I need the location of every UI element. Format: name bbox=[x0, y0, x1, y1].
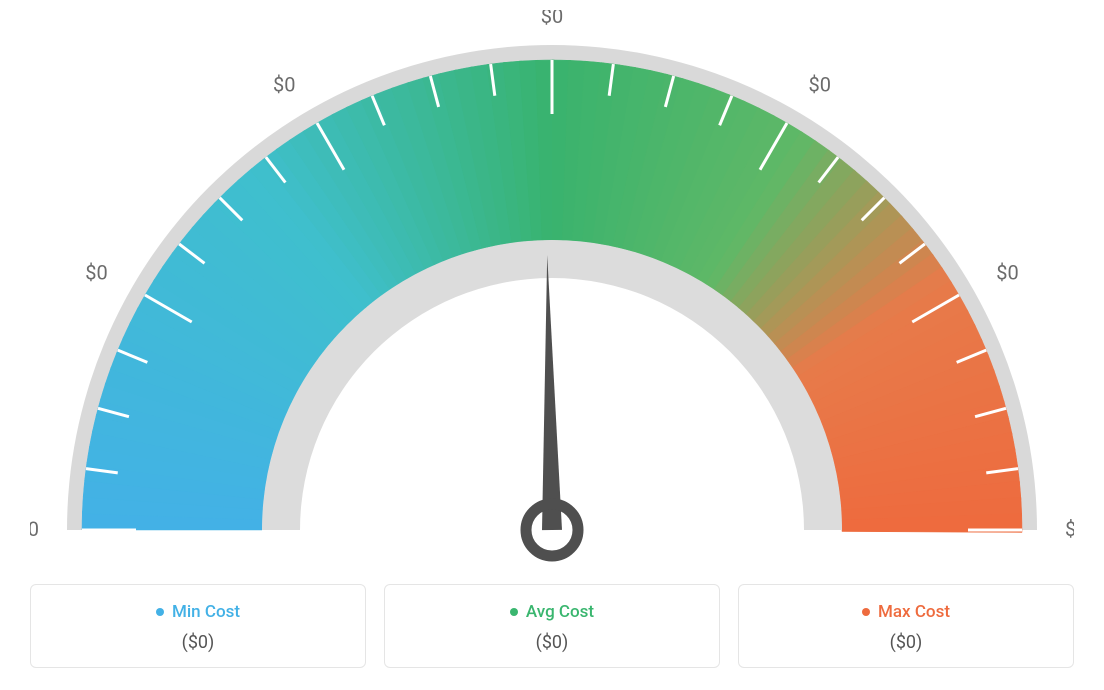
legend-title-avg: Avg Cost bbox=[510, 602, 594, 622]
gauge-dial-label: $0 bbox=[541, 10, 563, 28]
legend-card-max: Max Cost ($0) bbox=[738, 584, 1074, 668]
gauge-cost-widget: $0 $0 $0 $0 $0 $0 $0 Min Cost ($0) Avg Cost ($… bbox=[0, 0, 1104, 690]
gauge-needle bbox=[542, 255, 562, 530]
gauge-svg: $0 $0 $0 $0 $0 $0 $0 bbox=[30, 10, 1074, 570]
legend-value-avg: ($0) bbox=[397, 632, 707, 653]
legend-title-min: Min Cost bbox=[156, 602, 240, 622]
gauge-dial-label: $0 bbox=[809, 73, 831, 97]
legend-value-min: ($0) bbox=[43, 632, 353, 653]
legend-dot-avg bbox=[510, 608, 518, 616]
legend-card-min: Min Cost ($0) bbox=[30, 584, 366, 668]
legend-label-max: Max Cost bbox=[878, 602, 950, 622]
legend-dot-max bbox=[862, 608, 870, 616]
legend-label-min: Min Cost bbox=[172, 602, 240, 622]
gauge-dial-label: $0 bbox=[1065, 517, 1074, 541]
legend-card-avg: Avg Cost ($0) bbox=[384, 584, 720, 668]
gauge-dial-label: $0 bbox=[273, 73, 295, 97]
legend-dot-min bbox=[156, 608, 164, 616]
gauge-chart: $0 $0 $0 $0 $0 $0 $0 bbox=[30, 10, 1074, 570]
legend-value-max: ($0) bbox=[751, 632, 1061, 653]
gauge-dial-label: $0 bbox=[996, 261, 1018, 285]
legend-label-avg: Avg Cost bbox=[526, 602, 594, 622]
gauge-dial-label: $0 bbox=[85, 261, 107, 285]
legend-title-max: Max Cost bbox=[862, 602, 950, 622]
legend-row: Min Cost ($0) Avg Cost ($0) Max Cost ($0… bbox=[30, 584, 1074, 668]
gauge-dial-label: $0 bbox=[30, 517, 39, 541]
